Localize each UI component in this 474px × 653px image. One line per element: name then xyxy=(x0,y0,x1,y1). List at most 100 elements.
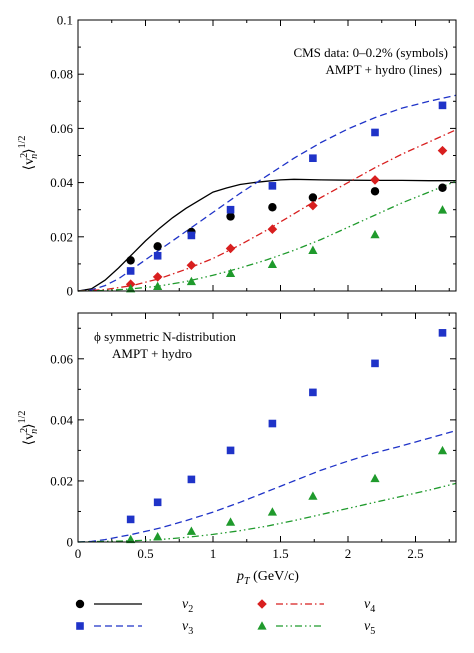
top-plot-area xyxy=(77,94,457,293)
top-v3-point xyxy=(438,101,447,110)
top-v3-point xyxy=(268,182,277,190)
legend-label-v4: v4 xyxy=(364,597,375,615)
top-ytick-label: 0.04 xyxy=(50,175,73,190)
top-v5-point xyxy=(370,229,380,239)
top-v5-point xyxy=(186,276,196,286)
bottom-v3-point xyxy=(268,419,277,428)
top-ytick-label: 0.1 xyxy=(57,13,73,28)
top-v2-point xyxy=(370,187,380,196)
top-v3-line xyxy=(77,94,457,292)
top-v5-point xyxy=(267,259,277,269)
legend-label-v2: v2 xyxy=(182,597,193,615)
bottom-v5-point xyxy=(370,473,380,483)
bottom-v3-point xyxy=(126,515,135,524)
top-v5-line xyxy=(77,180,457,292)
top-v5-point xyxy=(437,205,448,214)
top-y-axis-label-text: ⟨v2n⟩1/2 xyxy=(17,136,40,171)
legend-entry-v3: v3 xyxy=(76,619,193,637)
bottom-y-axis-label: ⟨v2n⟩1/2 xyxy=(17,411,40,446)
bottom-ylabel-sub: n xyxy=(29,429,40,434)
top-v2-point xyxy=(308,193,318,202)
legend: v2 v3 v4 v5 xyxy=(75,597,375,637)
legend-marker-v2 xyxy=(75,599,85,609)
bottom-panel: 0 0.02 0.04 0.06 0 0.5 1 1.5 2 2.5 ϕ symmetric N-… xyxy=(17,312,457,587)
bottom-v3-point xyxy=(187,475,196,484)
top-ylabel-sub: n xyxy=(29,154,40,159)
top-ytick-label: 0.08 xyxy=(50,67,73,82)
xtick-label: 1 xyxy=(210,546,217,561)
xtick-label: 2.5 xyxy=(407,546,423,561)
bottom-ytick-label: 0.02 xyxy=(50,473,73,488)
bottom-ytick-label: 0.06 xyxy=(50,351,73,366)
top-v4-line xyxy=(77,129,457,292)
legend-label-v5: v5 xyxy=(364,619,375,637)
legend-marker-v4 xyxy=(257,599,267,609)
bottom-v3-point xyxy=(309,388,317,397)
top-v4-point xyxy=(152,272,163,282)
bottom-v5-point xyxy=(225,517,236,526)
bottom-axis-ticks: 0 0.02 0.04 0.06 0 0.5 1 1.5 2 2.5 xyxy=(50,313,456,561)
legend-entry-v5: v5 xyxy=(257,619,375,637)
xtick-label: 2 xyxy=(345,546,352,561)
bottom-v5-point xyxy=(437,445,448,455)
top-panel: 0 0.02 0.04 0.06 0.08 0.1 CMS data: 0–0.2% (s… xyxy=(17,13,457,299)
bottom-v3-point xyxy=(371,359,379,368)
top-v2-point xyxy=(126,256,135,265)
bottom-annotation-line-1: ϕ symmetric N-distribution xyxy=(94,329,236,344)
bottom-annotation-line-2: AMPT + hydro xyxy=(112,346,192,361)
bottom-v3-line xyxy=(77,429,457,543)
bottom-ylabel-main: ⟨v xyxy=(22,433,37,445)
bottom-v5-line xyxy=(77,482,457,543)
bottom-v5-point xyxy=(126,534,136,544)
x-axis-label-rest: (GeV/c) xyxy=(250,569,300,584)
xtick-label: 0.5 xyxy=(137,546,153,561)
legend-marker-v3 xyxy=(76,622,84,630)
bottom-v5-point xyxy=(267,507,277,516)
top-v4-point xyxy=(308,200,318,211)
bottom-plot-area xyxy=(77,329,457,544)
top-annotation-line-1: CMS data: 0–0.2% (symbols) xyxy=(293,45,448,60)
top-v4-point xyxy=(370,175,380,185)
bottom-v3-point xyxy=(226,446,235,455)
bottom-ylabel-close: ⟩ xyxy=(22,423,37,428)
bottom-ytick-label: 0.04 xyxy=(50,412,73,427)
top-v2-point xyxy=(438,183,447,192)
top-v3-point xyxy=(226,205,235,214)
top-v3-point xyxy=(153,251,162,260)
xtick-label: 0 xyxy=(75,546,82,561)
bottom-panel-frame xyxy=(77,312,457,543)
top-annotation-line-2: AMPT + hydro (lines) xyxy=(325,62,442,77)
legend-label-v3: v3 xyxy=(182,619,193,637)
top-v2-point xyxy=(226,212,235,221)
bottom-v3-point xyxy=(153,498,162,507)
legend-marker-v5 xyxy=(257,621,267,630)
bottom-ylabel-exp: 1/2 xyxy=(17,411,28,424)
top-y-axis-label: ⟨v2n⟩1/2 xyxy=(17,136,40,171)
top-ylabel-close: ⟩ xyxy=(22,148,37,153)
top-v5-point xyxy=(153,281,163,290)
top-v2-point xyxy=(153,242,162,251)
top-ylabel-sup: 2 xyxy=(19,153,30,158)
xtick-label: 1.5 xyxy=(272,546,288,561)
bottom-v5-point xyxy=(186,526,196,535)
top-panel-frame xyxy=(77,19,457,292)
top-v4-point xyxy=(186,260,197,271)
top-v4-point xyxy=(267,224,278,235)
top-v5-point xyxy=(126,284,136,293)
x-axis-label: pT (GeV/c) xyxy=(236,569,299,587)
top-ytick-label: 0.06 xyxy=(50,121,73,136)
bottom-v3-point xyxy=(438,329,447,337)
top-v3-point xyxy=(187,231,196,240)
legend-entry-v2: v2 xyxy=(75,597,193,615)
x-axis-label-sub: T xyxy=(244,576,251,587)
top-ytick-label: 0.02 xyxy=(50,229,73,244)
bottom-y-axis-label-text: ⟨v2n⟩1/2 xyxy=(17,411,40,446)
top-v3-point xyxy=(371,128,379,137)
top-ytick-label: 0 xyxy=(67,284,74,299)
bottom-v5-point xyxy=(153,532,163,541)
top-v4-point xyxy=(437,145,448,156)
top-v2-point xyxy=(268,203,277,212)
top-v4-point xyxy=(225,243,236,254)
